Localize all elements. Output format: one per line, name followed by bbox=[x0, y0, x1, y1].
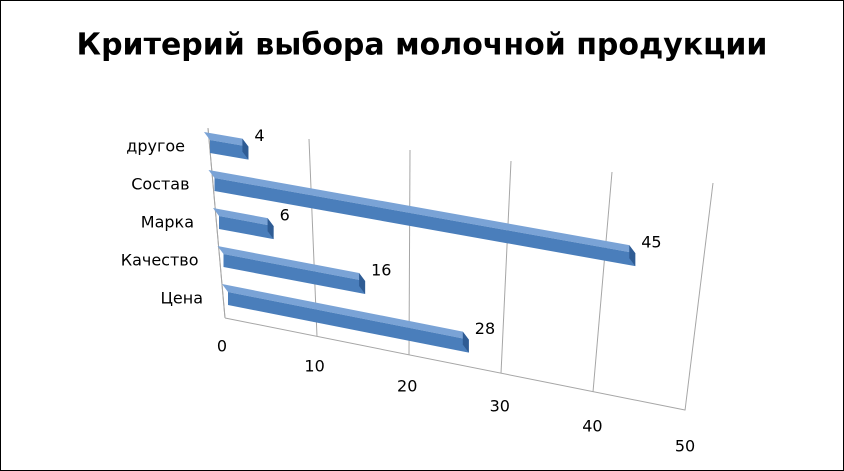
grid-line bbox=[207, 127, 226, 319]
floor-edge bbox=[224, 317, 686, 411]
x-tick-label: 0 bbox=[217, 337, 227, 356]
category-label: другое bbox=[126, 137, 185, 156]
bar-end bbox=[267, 218, 274, 240]
bar-top bbox=[208, 170, 636, 254]
value-label: 4 bbox=[254, 126, 264, 145]
grid-line bbox=[500, 160, 512, 374]
x-tick-label: 10 bbox=[304, 357, 324, 376]
bar-end bbox=[359, 273, 366, 295]
bar-top bbox=[217, 246, 366, 282]
value-label: 16 bbox=[371, 261, 391, 280]
x-tick-label: 20 bbox=[397, 377, 417, 396]
bar-end bbox=[462, 331, 469, 353]
bar bbox=[210, 140, 249, 160]
bar-top bbox=[222, 284, 469, 340]
grid-line bbox=[408, 149, 411, 356]
x-tick-label: 50 bbox=[675, 437, 695, 456]
category-label: Марка bbox=[141, 213, 194, 232]
x-tick-label: 40 bbox=[582, 417, 602, 436]
bar-end bbox=[629, 245, 636, 267]
value-label: 6 bbox=[280, 206, 290, 225]
bar bbox=[228, 292, 469, 353]
x-tick-label: 30 bbox=[490, 397, 510, 416]
value-label: 28 bbox=[475, 319, 495, 338]
category-label: Качество bbox=[121, 251, 199, 270]
category-label: Состав bbox=[131, 175, 189, 194]
value-label: 45 bbox=[641, 233, 661, 252]
bar-top bbox=[204, 132, 249, 147]
bar bbox=[223, 254, 366, 295]
bar-top bbox=[213, 208, 274, 227]
category-label: Цена bbox=[160, 289, 203, 308]
bar bbox=[219, 216, 274, 240]
chart-title: Критерий выбора молочной продукции bbox=[77, 28, 768, 63]
bar bbox=[214, 178, 636, 267]
bar-end bbox=[242, 138, 249, 160]
grid-line bbox=[684, 182, 714, 411]
grid-line bbox=[592, 171, 613, 393]
